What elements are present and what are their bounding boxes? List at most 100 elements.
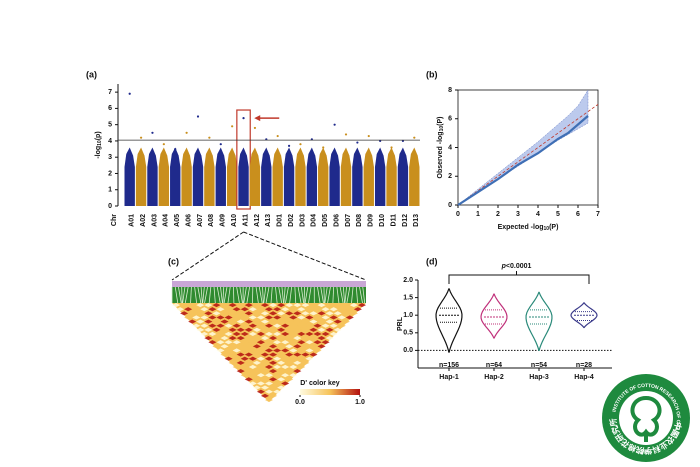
ld-cell bbox=[264, 373, 274, 378]
y-tick-label: 4 bbox=[448, 144, 452, 151]
ld-cell bbox=[297, 340, 306, 345]
x-axis-title: Chr bbox=[111, 214, 118, 226]
ld-cell bbox=[317, 311, 326, 316]
track-stripe bbox=[300, 286, 304, 304]
ld-cell bbox=[325, 311, 334, 316]
peak-snp bbox=[219, 143, 222, 146]
track-stripe bbox=[351, 286, 354, 304]
ld-cell bbox=[301, 344, 310, 349]
x-tick-label: Hap-2 bbox=[484, 374, 504, 381]
ld-cell bbox=[184, 307, 193, 312]
ld-cell bbox=[309, 344, 318, 349]
ld-cell bbox=[297, 315, 306, 320]
ld-cell bbox=[188, 311, 197, 316]
track-stripe bbox=[178, 286, 182, 304]
y-tick-label: 7 bbox=[108, 89, 112, 96]
ld-cell bbox=[256, 373, 265, 378]
ld-cell bbox=[317, 336, 326, 341]
ld-cell bbox=[273, 364, 282, 369]
ld-cell bbox=[301, 327, 310, 332]
snp-cloud bbox=[340, 166, 352, 206]
ld-cell bbox=[269, 352, 278, 357]
ld-cell bbox=[216, 340, 225, 345]
track-stripe bbox=[197, 286, 202, 304]
snp-cloud-top bbox=[329, 147, 340, 167]
ld-cell bbox=[260, 311, 269, 316]
ld-cell bbox=[236, 336, 245, 341]
ld-cell bbox=[232, 340, 241, 345]
axis-title-part: -log bbox=[95, 146, 102, 159]
axis-title-part: Expected -log bbox=[498, 224, 544, 231]
confidence-band bbox=[457, 89, 589, 206]
peak-snp bbox=[139, 136, 143, 139]
y-tick-label: 5 bbox=[108, 122, 112, 129]
track-stripe bbox=[213, 286, 216, 304]
x-tick-label: A12 bbox=[254, 214, 261, 227]
track-stripe bbox=[208, 286, 212, 304]
ld-cell bbox=[297, 356, 306, 361]
n-label: n=54 bbox=[531, 362, 547, 369]
ld-cell bbox=[216, 348, 225, 353]
axis-title: Observed -log10(P) bbox=[437, 117, 445, 179]
ld-cell bbox=[333, 311, 342, 316]
ld-cell bbox=[244, 360, 253, 365]
key-tick-label: 0.0 bbox=[295, 399, 305, 406]
peak-snp bbox=[151, 131, 154, 134]
ld-cell bbox=[224, 307, 233, 312]
ld-cell bbox=[224, 323, 233, 328]
ld-cell bbox=[248, 373, 257, 378]
ld-cell bbox=[252, 385, 261, 390]
snp-cloud-top bbox=[340, 147, 352, 167]
track-stripe bbox=[222, 286, 225, 304]
ld-cell bbox=[204, 336, 213, 341]
ld-cell bbox=[273, 340, 282, 345]
ld-cell bbox=[256, 356, 265, 361]
x-tick-label: A01 bbox=[129, 214, 136, 227]
track-stripe bbox=[342, 286, 345, 304]
x-tick-label: D11 bbox=[390, 214, 397, 227]
x-tick-label: A07 bbox=[197, 214, 204, 227]
n-label: n=64 bbox=[486, 362, 502, 369]
ld-cell bbox=[196, 303, 205, 308]
track-stripe bbox=[263, 286, 267, 304]
ld-cell bbox=[252, 369, 261, 374]
y-tick-label: 1.5 bbox=[403, 294, 413, 301]
ld-cell bbox=[293, 319, 302, 324]
peak-snp bbox=[128, 92, 131, 95]
snp-cloud-top bbox=[397, 147, 409, 167]
ld-cell bbox=[309, 352, 318, 357]
y-tick-label: 0 bbox=[108, 203, 112, 210]
ld-cell bbox=[269, 311, 278, 316]
ld-cell bbox=[277, 385, 286, 390]
peak-snp bbox=[276, 134, 279, 138]
logo-year: 1957 bbox=[640, 449, 651, 455]
violin bbox=[480, 293, 508, 339]
x-tick-label: D07 bbox=[345, 214, 352, 227]
ld-cell bbox=[196, 319, 205, 324]
ld-cell bbox=[252, 344, 261, 349]
track-stripe bbox=[190, 286, 192, 304]
x-tick-label: A04 bbox=[163, 214, 170, 227]
x-tick-label: 2 bbox=[496, 211, 500, 218]
ld-cell bbox=[244, 352, 253, 357]
ld-cell bbox=[252, 336, 261, 341]
x-tick-label: D01 bbox=[277, 214, 284, 227]
ld-cell bbox=[256, 315, 265, 320]
ld-cell bbox=[281, 348, 290, 353]
peak-snp bbox=[356, 141, 359, 144]
snp-cloud bbox=[329, 166, 340, 206]
ld-cell bbox=[240, 331, 249, 336]
ld-cell bbox=[244, 327, 253, 332]
ld-cell bbox=[325, 303, 334, 308]
snp-cloud bbox=[249, 166, 261, 206]
snp-cloud bbox=[181, 166, 192, 206]
ld-cell bbox=[244, 344, 253, 349]
ld-cell bbox=[200, 307, 209, 312]
ld-cell bbox=[264, 389, 274, 394]
track-stripe bbox=[239, 286, 243, 304]
ld-cell bbox=[200, 331, 209, 336]
ld-cell bbox=[260, 303, 269, 308]
key-tick-label: 1.0 bbox=[355, 399, 365, 406]
ld-cell bbox=[264, 397, 274, 402]
ld-cell bbox=[228, 352, 237, 357]
